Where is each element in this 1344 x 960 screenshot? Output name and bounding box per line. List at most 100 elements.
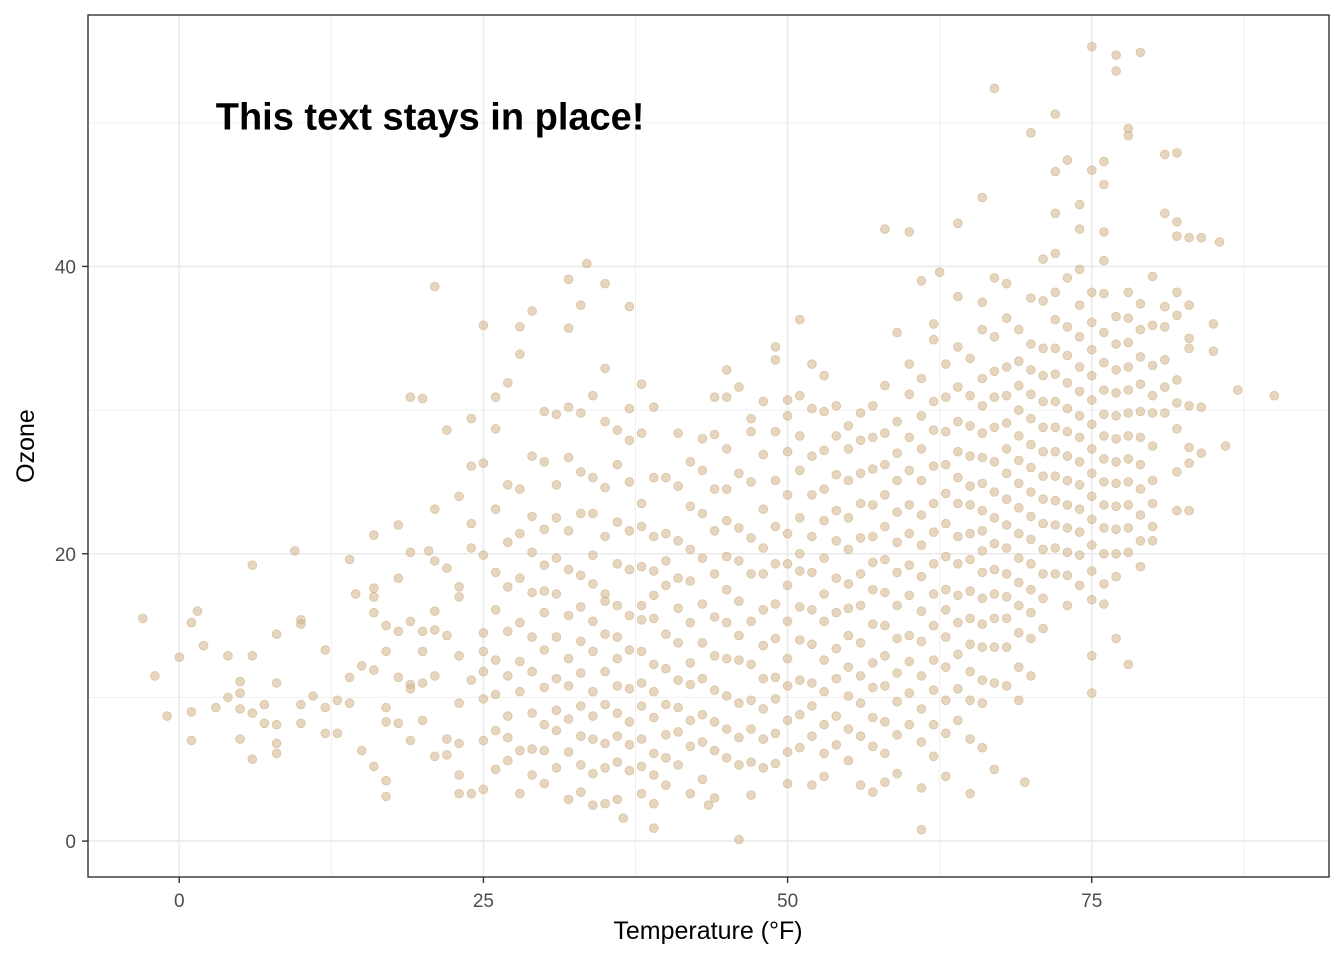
data-point <box>1147 498 1158 509</box>
data-point <box>709 745 720 756</box>
data-point <box>454 650 464 661</box>
data-point <box>588 734 598 744</box>
data-point <box>953 218 963 229</box>
data-point <box>770 558 781 569</box>
data-point <box>350 589 361 599</box>
data-point <box>478 784 489 795</box>
data-point <box>758 762 769 773</box>
data-point <box>758 673 769 684</box>
data-point <box>928 751 939 762</box>
data-point <box>1099 156 1109 167</box>
data-point <box>198 640 209 651</box>
data-point <box>782 410 793 421</box>
data-point <box>1184 333 1194 344</box>
data-point <box>661 780 671 790</box>
data-point <box>1220 441 1231 451</box>
data-point <box>417 393 428 404</box>
data-point <box>1074 456 1085 467</box>
data-point <box>296 718 306 729</box>
data-point <box>575 701 586 711</box>
data-point <box>697 709 708 720</box>
data-point <box>989 538 1000 549</box>
data-point <box>490 655 501 665</box>
data-point <box>904 630 915 641</box>
data-point <box>648 613 659 624</box>
data-point <box>758 543 769 553</box>
data-point <box>977 642 988 652</box>
data-point <box>1050 109 1061 119</box>
data-point <box>807 639 817 650</box>
data-point <box>563 747 574 757</box>
data-point <box>661 556 671 566</box>
data-point <box>977 297 988 308</box>
data-point <box>1050 343 1061 354</box>
data-point <box>1038 569 1048 579</box>
data-point <box>1147 441 1158 451</box>
data-point <box>697 774 708 785</box>
data-point <box>855 780 866 790</box>
data-point <box>782 580 793 591</box>
data-point <box>247 650 258 661</box>
data-point <box>1038 471 1048 482</box>
data-point <box>478 627 489 638</box>
data-point <box>673 603 683 614</box>
data-point <box>782 446 793 457</box>
data-point <box>1062 273 1073 283</box>
data-point <box>1001 390 1012 401</box>
data-point <box>1099 179 1109 190</box>
data-point <box>1172 467 1182 477</box>
data-point <box>1001 613 1012 624</box>
data-point <box>916 475 927 486</box>
data-point <box>600 531 610 542</box>
data-point <box>867 658 878 668</box>
data-point <box>770 521 781 532</box>
data-point <box>624 525 635 536</box>
data-point <box>892 729 902 740</box>
data-point <box>235 704 245 714</box>
data-points <box>138 41 1280 845</box>
data-point <box>648 566 659 576</box>
data-point <box>551 589 562 599</box>
data-point <box>1196 448 1207 459</box>
data-point <box>928 396 939 407</box>
data-point <box>734 630 744 641</box>
data-point <box>1111 633 1121 644</box>
data-point <box>989 642 1000 652</box>
data-point <box>940 359 951 369</box>
data-point <box>1087 419 1097 430</box>
data-point <box>661 663 671 674</box>
data-point <box>648 798 659 809</box>
data-point <box>600 762 610 773</box>
data-point <box>770 599 781 609</box>
data-point <box>551 479 562 490</box>
data-point <box>1147 360 1158 371</box>
data-point <box>892 475 902 486</box>
data-point <box>1099 523 1109 533</box>
data-point <box>746 413 756 424</box>
panel-border <box>87 14 1330 878</box>
data-point <box>515 656 525 667</box>
data-point <box>296 699 306 710</box>
data-point <box>940 662 951 672</box>
data-point <box>515 573 525 583</box>
data-point <box>490 604 501 615</box>
data-point <box>855 533 866 543</box>
data-point <box>223 650 233 661</box>
data-point <box>965 500 975 510</box>
data-point <box>721 691 732 701</box>
data-point <box>624 301 635 312</box>
data-point <box>369 583 379 593</box>
data-point <box>588 686 598 697</box>
data-point <box>381 716 391 727</box>
data-point <box>770 475 781 486</box>
data-point <box>843 662 854 672</box>
data-point <box>1062 377 1073 388</box>
data-point <box>1135 510 1146 520</box>
data-point <box>807 489 817 500</box>
data-point <box>709 392 720 403</box>
data-point <box>247 560 258 570</box>
data-point <box>1026 365 1036 375</box>
data-point <box>1038 370 1048 381</box>
data-point <box>819 370 829 381</box>
data-point <box>1038 422 1048 433</box>
